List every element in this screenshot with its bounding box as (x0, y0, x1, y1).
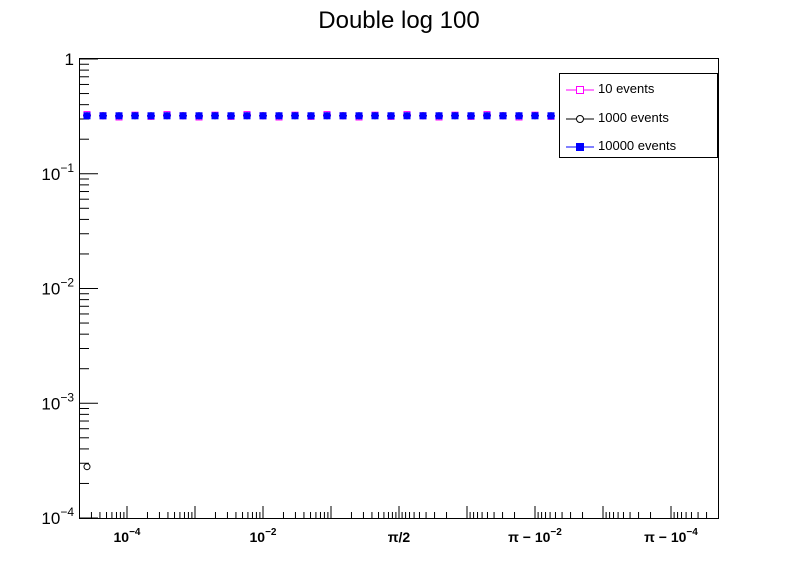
series-layer (83, 111, 715, 471)
legend-item-10000-events: 10000 events (560, 136, 719, 156)
data-point (179, 112, 187, 120)
data-point (83, 112, 91, 120)
data-point (227, 112, 235, 120)
legend-item-1000-events: 1000 events (560, 108, 719, 128)
data-point (371, 112, 379, 120)
chart-title: Double log 100 (318, 7, 479, 34)
data-point (483, 112, 491, 120)
data-point (99, 112, 107, 120)
series-1000-events (83, 112, 715, 471)
data-point (531, 112, 539, 120)
series-10000-events (83, 112, 715, 120)
data-point (499, 112, 507, 120)
data-point (403, 112, 411, 120)
x-tick-label: 10−4 (114, 527, 141, 545)
data-point (211, 112, 219, 120)
legend-marker-filled-square (566, 143, 594, 151)
data-point (547, 112, 555, 120)
legend-marker-open-square (566, 86, 594, 94)
data-point-outlier (83, 463, 91, 471)
x-tick-label: π/2 (388, 529, 411, 545)
y-tick-label: 1 (65, 50, 74, 69)
legend: 10 events 1000 events 10000 events (559, 73, 718, 158)
data-point (291, 112, 299, 120)
data-point (163, 112, 171, 120)
legend-marker-open-circle (566, 115, 594, 123)
legend-item-10-events: 10 events (560, 79, 719, 99)
plot-frame (79, 58, 719, 519)
data-point (115, 112, 123, 120)
x-tick-label: π − 10−4 (644, 527, 698, 545)
legend-label: 10 events (598, 81, 655, 96)
y-tick-label: 10−2 (41, 276, 74, 299)
y-tick-label: 10−1 (41, 161, 74, 184)
data-point (259, 112, 267, 120)
data-point (195, 112, 203, 120)
x-axis: 10−4 10−2 π/2 π − 10−2 π − 10−4 (90, 506, 708, 545)
data-point (451, 112, 459, 120)
y-axis: 10−4 10−3 10−2 10−1 1 (41, 50, 98, 528)
y-tick-label: 10−4 (41, 505, 74, 528)
data-point (307, 112, 315, 120)
legend-label: 10000 events (598, 138, 677, 153)
x-tick-label: 10−2 (250, 527, 277, 545)
data-point (131, 112, 139, 120)
data-point (467, 112, 475, 120)
data-point (339, 112, 347, 120)
data-point (243, 112, 251, 120)
legend-label: 1000 events (598, 110, 669, 125)
x-tick-label: π − 10−2 (508, 527, 562, 545)
data-point (515, 112, 523, 120)
y-tick-label: 10−3 (41, 390, 74, 413)
data-point (323, 112, 331, 120)
data-point (419, 112, 427, 120)
data-point (275, 112, 283, 120)
data-point (355, 112, 363, 120)
data-point (435, 112, 443, 120)
data-point (387, 112, 395, 120)
data-point (147, 112, 155, 120)
